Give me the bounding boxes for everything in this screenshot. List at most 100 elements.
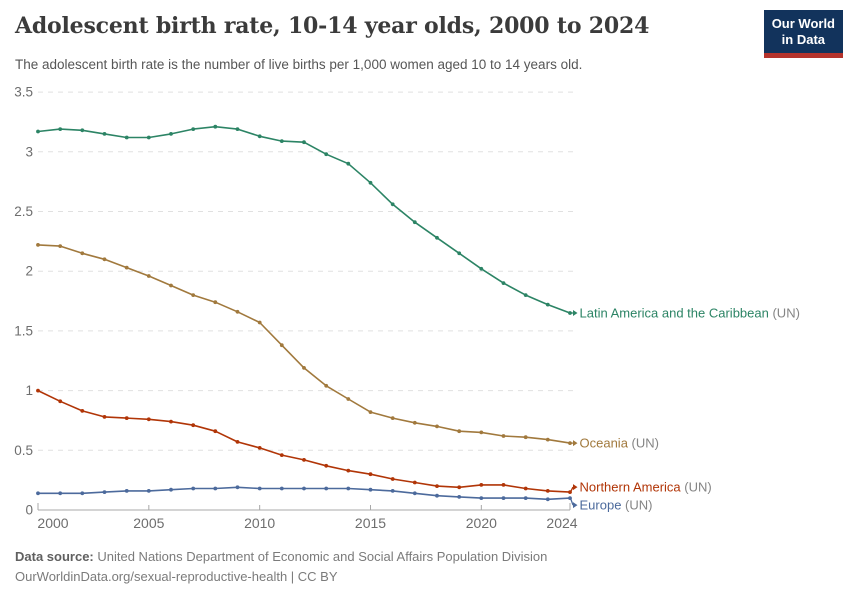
- series-point-europe: [169, 487, 173, 492]
- series-point-latin-america-and-the-caribbean: [324, 152, 329, 157]
- series-point-latin-america-and-the-caribbean: [80, 128, 85, 133]
- series-point-latin-america-and-the-caribbean: [213, 124, 218, 129]
- x-axis-tick-label: 2020: [466, 515, 497, 531]
- y-axis-tick-label: 2: [25, 264, 33, 279]
- series-point-europe: [479, 496, 484, 500]
- series-point-oceania: [479, 430, 484, 435]
- series-point-latin-america-and-the-caribbean: [302, 140, 306, 145]
- series-point-northern-america: [545, 489, 550, 493]
- series-point-northern-america: [102, 415, 107, 419]
- series-point-oceania: [302, 366, 306, 370]
- series-point-oceania: [36, 243, 40, 247]
- series-point-oceania: [213, 300, 218, 305]
- series-point-europe: [58, 491, 63, 496]
- series-point-oceania: [568, 441, 572, 445]
- series-point-latin-america-and-the-caribbean: [58, 127, 63, 131]
- series-point-latin-america-and-the-caribbean: [412, 220, 417, 225]
- series-label-connector-europe: [569, 497, 574, 506]
- series-point-northern-america: [302, 458, 306, 462]
- series-point-oceania: [80, 251, 85, 256]
- series-point-northern-america: [257, 446, 262, 450]
- series-point-latin-america-and-the-caribbean: [457, 251, 462, 256]
- series-point-europe: [457, 495, 462, 499]
- series-point-northern-america: [501, 483, 506, 487]
- series-point-europe: [435, 493, 439, 498]
- series-point-europe: [324, 486, 329, 491]
- series-point-latin-america-and-the-caribbean: [523, 293, 528, 297]
- page-title: Adolescent birth rate, 10-14 year olds, …: [15, 13, 650, 39]
- series-point-europe: [124, 489, 129, 493]
- series-end-label-europe: Europe (UN): [580, 498, 653, 513]
- y-axis-tick-label: 1: [25, 383, 33, 398]
- series-point-oceania: [368, 410, 373, 414]
- series-point-oceania: [346, 397, 351, 401]
- series-point-northern-america: [36, 388, 40, 393]
- series-label-arrow-icon-europe: [573, 502, 578, 509]
- series-point-oceania: [146, 274, 151, 278]
- series-line-latin-america-and-the-caribbean: [37, 125, 571, 314]
- series-point-latin-america-and-the-caribbean: [124, 135, 129, 140]
- series-point-northern-america: [435, 484, 439, 488]
- series-end-label-oceania: Oceania (UN): [580, 436, 659, 451]
- series-point-oceania: [169, 283, 173, 288]
- x-axis-tick-label: 2000: [37, 515, 68, 531]
- data-source-text: United Nations Department of Economic an…: [93, 549, 548, 564]
- series-label-arrow-icon-oceania: [573, 440, 578, 447]
- series-point-latin-america-and-the-caribbean: [169, 132, 173, 136]
- series-end-label-latin-america-and-the-caribbean: Latin America and the Caribbean (UN): [580, 305, 800, 320]
- series-point-northern-america: [235, 440, 240, 444]
- series-point-latin-america-and-the-caribbean: [235, 127, 240, 131]
- series-point-northern-america: [479, 483, 484, 487]
- series-point-europe: [235, 485, 240, 490]
- chart-subtitle: The adolescent birth rate is the number …: [15, 57, 583, 72]
- y-axis-tick-label: 2.5: [14, 204, 33, 219]
- y-axis-tick-label: 0.5: [14, 443, 33, 458]
- series-point-northern-america: [279, 453, 284, 457]
- series-point-northern-america: [346, 468, 351, 473]
- series-point-oceania: [390, 416, 395, 420]
- series-point-northern-america: [523, 486, 528, 491]
- series-label-arrow-icon-latin-america-and-the-caribbean: [573, 310, 578, 316]
- series-point-oceania: [102, 257, 107, 262]
- series-point-northern-america: [58, 399, 63, 404]
- x-axis-tick-label: 2024: [546, 515, 577, 531]
- x-axis-tick-label: 2005: [133, 515, 164, 531]
- series-point-oceania: [412, 420, 417, 425]
- series-point-northern-america: [191, 423, 196, 428]
- series-point-europe: [523, 496, 528, 500]
- series-point-northern-america: [213, 429, 218, 434]
- series-point-oceania: [435, 424, 439, 429]
- owid-logo-line2: in Data: [781, 32, 826, 48]
- series-point-latin-america-and-the-caribbean: [368, 180, 373, 185]
- series-point-northern-america: [146, 417, 151, 422]
- series-point-oceania: [191, 293, 196, 297]
- series-end-label-northern-america: Northern America (UN): [580, 480, 712, 495]
- series-point-europe: [501, 496, 506, 500]
- series-point-oceania: [457, 429, 462, 434]
- series-point-latin-america-and-the-caribbean: [501, 281, 506, 285]
- series-point-europe: [146, 489, 151, 493]
- series-point-oceania: [324, 383, 329, 388]
- chart-footer: Data source: United Nations Department o…: [15, 547, 547, 587]
- series-point-northern-america: [412, 480, 417, 485]
- owid-logo: Our World in Data: [763, 10, 843, 58]
- series-point-europe: [412, 491, 417, 496]
- series-point-northern-america: [390, 477, 395, 481]
- series-point-latin-america-and-the-caribbean: [102, 132, 107, 136]
- series-point-europe: [257, 486, 262, 491]
- series-point-latin-america-and-the-caribbean: [346, 161, 351, 166]
- series-point-latin-america-and-the-caribbean: [146, 135, 151, 140]
- series-label-arrow-icon-northern-america: [573, 484, 578, 491]
- series-point-latin-america-and-the-caribbean: [435, 235, 439, 240]
- x-axis-tick-label: 2010: [244, 515, 275, 531]
- series-point-northern-america: [457, 485, 462, 490]
- series-point-northern-america: [80, 409, 85, 413]
- series-point-oceania: [501, 434, 506, 438]
- series-point-europe: [36, 491, 40, 496]
- series-point-latin-america-and-the-caribbean: [36, 129, 40, 134]
- series-point-europe: [545, 497, 550, 502]
- series-point-europe: [368, 487, 373, 492]
- series-point-oceania: [124, 265, 129, 270]
- series-point-northern-america: [124, 416, 129, 420]
